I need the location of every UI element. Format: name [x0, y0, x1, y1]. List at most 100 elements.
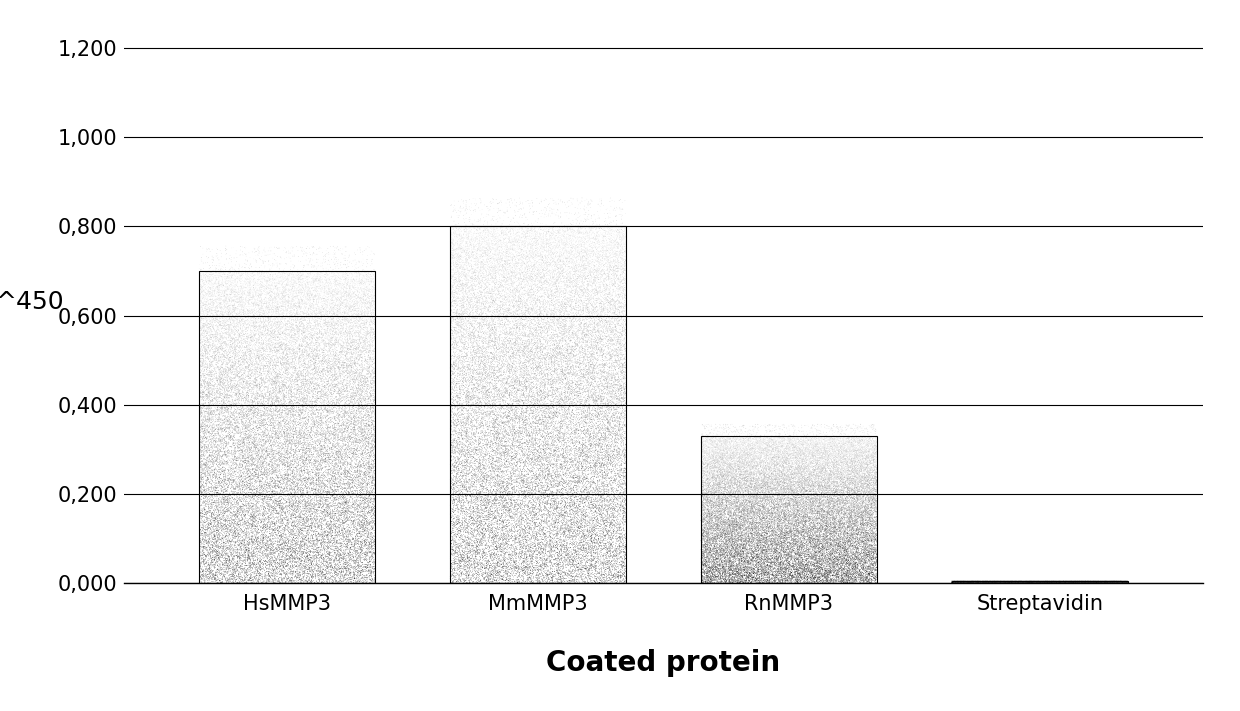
- Point: [327, 406, 347, 417]
- Point: [221, 374, 241, 385]
- Point: [720, 446, 740, 457]
- Point: [1102, 576, 1122, 587]
- Point: [510, 499, 529, 510]
- Point: [1111, 575, 1131, 587]
- Point: [534, 358, 554, 369]
- Point: [273, 385, 293, 396]
- Point: [854, 549, 874, 560]
- Point: [704, 531, 724, 542]
- Point: [779, 549, 799, 560]
- Point: [243, 463, 263, 474]
- Point: [580, 408, 600, 419]
- Point: [528, 404, 548, 415]
- Point: [296, 311, 316, 322]
- Point: [811, 447, 831, 458]
- Point: [537, 498, 557, 510]
- Point: [822, 441, 842, 452]
- Point: [454, 260, 474, 272]
- Point: [198, 397, 218, 408]
- Point: [701, 507, 720, 518]
- Point: [854, 573, 874, 584]
- Point: [510, 515, 529, 526]
- Point: [461, 494, 481, 506]
- Point: [729, 521, 749, 533]
- Point: [489, 232, 508, 244]
- Point: [463, 263, 482, 274]
- Point: [735, 513, 755, 524]
- Point: [770, 520, 790, 531]
- Point: [537, 459, 557, 470]
- Point: [1030, 577, 1050, 588]
- Point: [222, 518, 242, 529]
- Point: [744, 555, 764, 567]
- Point: [334, 570, 353, 582]
- Point: [1002, 577, 1022, 589]
- Point: [801, 525, 821, 536]
- Point: [1070, 576, 1090, 587]
- Point: [296, 422, 316, 434]
- Point: [196, 319, 216, 330]
- Point: [1074, 576, 1094, 587]
- Point: [453, 330, 472, 341]
- Point: [862, 520, 882, 531]
- Point: [284, 535, 304, 546]
- Point: [233, 274, 253, 286]
- Point: [749, 511, 769, 523]
- Point: [257, 391, 277, 402]
- Point: [852, 460, 872, 471]
- Point: [780, 526, 800, 538]
- Point: [548, 540, 568, 552]
- Point: [1055, 577, 1075, 588]
- Point: [844, 461, 864, 472]
- Point: [718, 468, 738, 479]
- Point: [492, 417, 512, 429]
- Point: [335, 306, 355, 317]
- Point: [321, 523, 341, 535]
- Point: [512, 235, 532, 247]
- Point: [994, 577, 1014, 588]
- Point: [300, 545, 320, 556]
- Point: [980, 575, 999, 587]
- Point: [1001, 576, 1021, 587]
- Point: [327, 336, 347, 348]
- Point: [1100, 576, 1120, 587]
- Point: [981, 576, 1001, 587]
- Point: [763, 569, 782, 580]
- Point: [484, 294, 503, 306]
- Point: [769, 475, 789, 486]
- Point: [222, 498, 242, 510]
- Point: [551, 286, 570, 297]
- Point: [356, 365, 376, 376]
- Point: [949, 575, 968, 587]
- Point: [753, 559, 773, 570]
- Point: [1068, 575, 1087, 587]
- Point: [1100, 577, 1120, 588]
- Point: [516, 318, 536, 329]
- Point: [1074, 576, 1094, 587]
- Point: [522, 540, 542, 551]
- Point: [319, 464, 339, 476]
- Point: [567, 249, 587, 260]
- Point: [531, 250, 551, 262]
- Point: [715, 434, 735, 446]
- Point: [559, 402, 579, 414]
- Point: [789, 555, 808, 566]
- Point: [487, 223, 507, 234]
- Point: [238, 392, 258, 404]
- Point: [1087, 576, 1107, 587]
- Point: [288, 274, 308, 286]
- Point: [219, 272, 239, 283]
- Point: [755, 477, 775, 488]
- Point: [718, 530, 738, 541]
- Point: [694, 538, 714, 550]
- Point: [495, 457, 515, 469]
- Point: [820, 443, 839, 454]
- Point: [600, 292, 620, 304]
- Point: [600, 530, 620, 541]
- Point: [284, 505, 304, 516]
- Point: [201, 495, 221, 506]
- Point: [553, 301, 573, 312]
- Point: [947, 577, 967, 588]
- Point: [1023, 577, 1043, 588]
- Point: [335, 312, 355, 324]
